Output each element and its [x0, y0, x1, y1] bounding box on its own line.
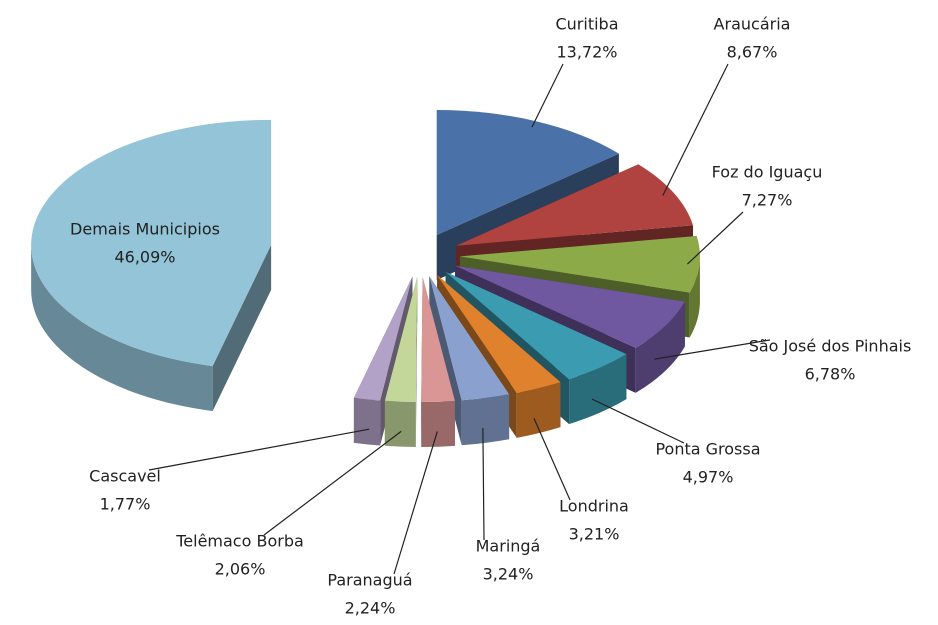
slice-edge-wall	[212, 244, 272, 412]
slice-label: Londrina	[559, 497, 629, 516]
slice	[384, 276, 418, 447]
leader-line	[482, 427, 485, 541]
slice	[429, 276, 510, 446]
slice-value-label: 7,27%	[742, 191, 793, 210]
slice-top	[437, 274, 561, 393]
leader-line	[687, 211, 744, 265]
slice-value-label: 46,09%	[114, 248, 175, 267]
slice-top	[384, 276, 418, 402]
slice-outer-wall	[516, 382, 561, 438]
slice-value-label: 3,24%	[483, 565, 534, 584]
slice-outer-wall	[353, 397, 381, 446]
slice-top	[421, 276, 455, 402]
slice-top	[429, 276, 510, 401]
slice-top	[445, 271, 627, 380]
slice-label: Araucária	[714, 15, 791, 34]
slice-label: Foz do Iguaçu	[712, 163, 823, 182]
slice	[421, 276, 455, 447]
leader-line	[591, 398, 685, 444]
slice-top	[459, 235, 700, 293]
slice-outer-wall	[569, 354, 627, 425]
leader-line	[662, 63, 729, 196]
slice-value-label: 6,78%	[805, 365, 856, 384]
leader-line	[533, 418, 571, 501]
slice-outer-wall	[689, 256, 700, 338]
slice-top	[456, 164, 694, 246]
slice-label: Maringá	[476, 537, 541, 556]
slice-label: Curitiba	[555, 15, 618, 34]
slice-value-label: 4,97%	[683, 468, 734, 487]
leader-line	[393, 431, 438, 575]
slice-outer-wall	[31, 244, 213, 412]
slice-outer-wall	[421, 400, 455, 447]
slice-value-label: 2,24%	[345, 599, 396, 618]
slice-outer-wall	[384, 400, 416, 447]
slice-value-label: 3,21%	[569, 525, 620, 544]
slice-label: Demais Municipios	[70, 220, 220, 239]
slice-top	[31, 119, 272, 367]
slice-value-label: 1,77%	[100, 495, 151, 514]
leader-line	[148, 428, 370, 471]
slice-outer-wall	[461, 394, 510, 446]
slice-value-label: 2,06%	[215, 560, 266, 579]
slice-outer-wall	[635, 301, 685, 393]
slice-label: Paranaguá	[327, 571, 412, 590]
slice-top	[353, 276, 413, 401]
slice-label: São José dos Pinhais	[749, 337, 912, 356]
slice-value-label: 13,72%	[556, 43, 617, 62]
slice-label: Ponta Grossa	[655, 440, 760, 459]
slice-top	[454, 265, 685, 348]
leader-line	[263, 430, 402, 536]
slice-label: Cascavel	[89, 467, 161, 486]
slice-label: Telêmaco Borba	[175, 532, 304, 551]
slice-value-label: 8,67%	[727, 43, 778, 62]
slice-top	[436, 110, 619, 236]
leader-line	[654, 339, 771, 360]
slice	[31, 119, 272, 412]
leader-line	[531, 63, 564, 128]
